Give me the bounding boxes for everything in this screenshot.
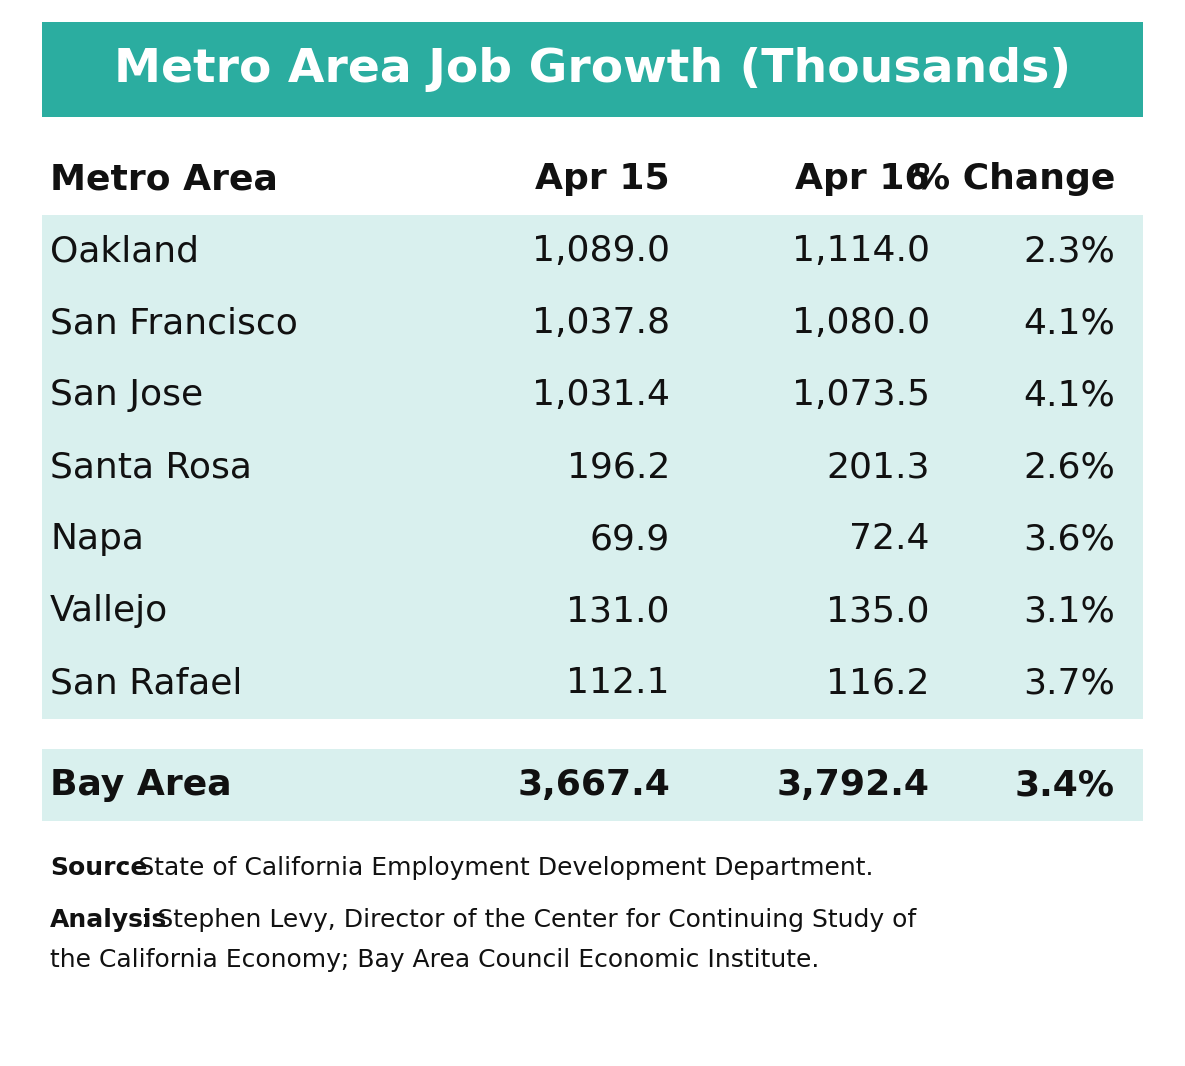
Text: 116.2: 116.2 [826,666,930,700]
Text: Vallejo: Vallejo [50,594,168,628]
Text: Oakland: Oakland [50,235,199,268]
Text: Bay Area: Bay Area [50,768,231,802]
Text: 3,667.4: 3,667.4 [517,768,670,802]
Text: 1,114.0: 1,114.0 [792,235,930,268]
Bar [41,287,1144,359]
Bar [41,503,1144,575]
Text: 4.1%: 4.1% [1023,306,1115,340]
Bar [41,359,1144,431]
Text: Metro Area Job Growth (Thousands): Metro Area Job Growth (Thousands) [114,47,1071,92]
Text: 3,792.4: 3,792.4 [777,768,930,802]
Text: the California Economy; Bay Area Council Economic Institute.: the California Economy; Bay Area Council… [50,948,819,972]
Text: 112.1: 112.1 [566,666,670,700]
Bar [41,431,1144,503]
Bar [41,575,1144,647]
Text: 1,031.4: 1,031.4 [532,378,670,411]
Bar [41,215,1144,287]
Bar [41,145,1144,213]
Text: 1,073.5: 1,073.5 [792,378,930,411]
Text: 3.1%: 3.1% [1023,594,1115,628]
Text: San Rafael: San Rafael [50,666,243,700]
Text: 69.9: 69.9 [590,522,670,556]
Text: 3.4%: 3.4% [1016,768,1115,802]
Text: % Change: % Change [914,162,1115,196]
Text: Apr 15: Apr 15 [536,162,670,196]
Text: 135.0: 135.0 [826,594,930,628]
Text: : State of California Employment Development Department.: : State of California Employment Develop… [122,856,873,881]
Text: Napa: Napa [50,522,143,556]
Bar [41,647,1144,718]
Text: 4.1%: 4.1% [1023,378,1115,411]
Bar [41,749,1144,821]
Text: Apr 16: Apr 16 [795,162,930,196]
Text: 201.3: 201.3 [826,450,930,484]
Bar [41,22,1144,117]
Text: San Jose: San Jose [50,378,203,411]
Text: 2.6%: 2.6% [1023,450,1115,484]
Text: 196.2: 196.2 [566,450,670,484]
Text: 3.6%: 3.6% [1023,522,1115,556]
Text: San Francisco: San Francisco [50,306,297,340]
Text: 3.7%: 3.7% [1023,666,1115,700]
Text: 2.3%: 2.3% [1023,235,1115,268]
Text: 1,037.8: 1,037.8 [532,306,670,340]
Text: 131.0: 131.0 [566,594,670,628]
Text: 1,080.0: 1,080.0 [792,306,930,340]
Text: Analysis: Analysis [50,908,167,932]
Text: 1,089.0: 1,089.0 [532,235,670,268]
Text: 72.4: 72.4 [850,522,930,556]
Text: : Stephen Levy, Director of the Center for Continuing Study of: : Stephen Levy, Director of the Center f… [141,908,916,932]
Text: Metro Area: Metro Area [50,162,277,196]
Text: Santa Rosa: Santa Rosa [50,450,252,484]
Text: Source: Source [50,856,147,881]
